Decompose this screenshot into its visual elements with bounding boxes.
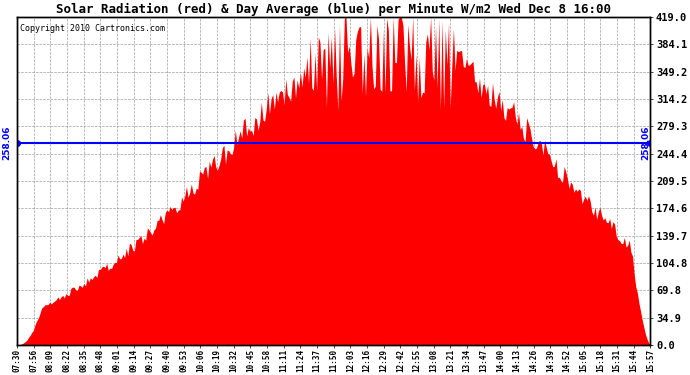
- Text: Copyright 2010 Cartronics.com: Copyright 2010 Cartronics.com: [20, 24, 166, 33]
- Text: 258.06: 258.06: [642, 126, 651, 160]
- Text: 258.06: 258.06: [2, 126, 11, 160]
- Title: Solar Radiation (red) & Day Average (blue) per Minute W/m2 Wed Dec 8 16:00: Solar Radiation (red) & Day Average (blu…: [57, 3, 611, 16]
